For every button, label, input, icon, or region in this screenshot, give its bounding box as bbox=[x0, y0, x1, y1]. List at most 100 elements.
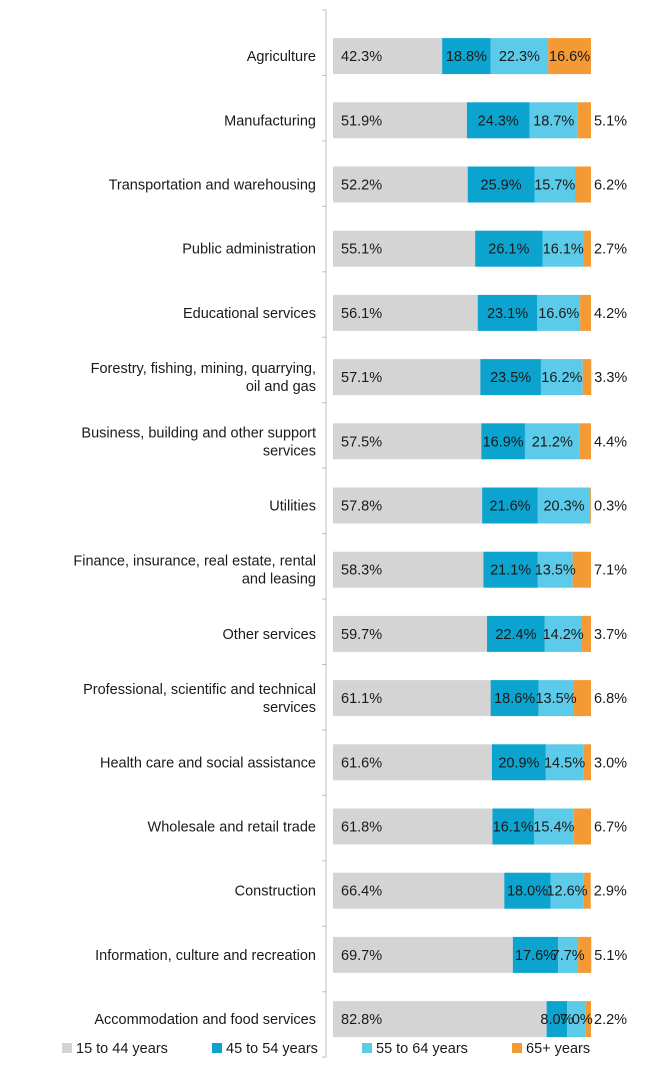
data-label: 20.9% bbox=[498, 755, 539, 771]
bar-segment-45-to-54-years bbox=[491, 744, 546, 781]
data-label: 18.7% bbox=[533, 113, 574, 129]
data-label: 18.8% bbox=[446, 49, 487, 65]
legend-label: 15 to 44 years bbox=[76, 1041, 168, 1057]
data-label: 14.5% bbox=[544, 755, 585, 771]
category-label: Manufacturing bbox=[224, 113, 316, 129]
data-label: 16.6% bbox=[538, 306, 579, 322]
data-label: 3.7% bbox=[594, 627, 627, 643]
category-label: Construction bbox=[235, 884, 316, 900]
data-label: 51.9% bbox=[341, 113, 382, 129]
data-label: 61.1% bbox=[341, 691, 382, 707]
data-label: 17.6% bbox=[515, 948, 556, 964]
data-label: 21.6% bbox=[489, 499, 530, 515]
bar-segment-45-to-54-years bbox=[477, 294, 538, 331]
bar-segment-45-to-54-years bbox=[475, 230, 543, 267]
bar-segment-55-to-64-years bbox=[545, 744, 584, 781]
data-label: 7.1% bbox=[594, 563, 627, 579]
data-label: 5.1% bbox=[594, 948, 627, 964]
data-label: 61.8% bbox=[341, 820, 382, 836]
bar-segment-65-years bbox=[573, 680, 591, 717]
bar-segment-65-years bbox=[590, 487, 591, 524]
bar-segment-65-years bbox=[572, 551, 591, 588]
data-label: 13.5% bbox=[535, 563, 576, 579]
bar-segment-45-to-54-years bbox=[467, 166, 535, 203]
data-label: 18.6% bbox=[494, 691, 535, 707]
data-label: 2.2% bbox=[594, 1012, 627, 1028]
data-label: 56.1% bbox=[341, 306, 382, 322]
bar-segment-55-to-64-years bbox=[558, 936, 579, 973]
data-label: 7.7% bbox=[552, 948, 585, 964]
bar-segment-45-to-54-years bbox=[512, 936, 559, 973]
legend-swatch bbox=[212, 1043, 222, 1053]
data-label: 22.4% bbox=[495, 627, 536, 643]
legend-swatch bbox=[362, 1043, 372, 1053]
bar-segment-15-to-44-years bbox=[333, 230, 476, 267]
data-label: 6.7% bbox=[594, 820, 627, 836]
bar-segment-55-to-64-years bbox=[537, 487, 591, 524]
data-label: 55.1% bbox=[341, 242, 382, 258]
bar-segment-55-to-64-years bbox=[524, 423, 580, 460]
bar-segment-65-years bbox=[578, 936, 592, 973]
bar-segment-15-to-44-years bbox=[333, 680, 491, 717]
bar-segment-65-years bbox=[579, 423, 591, 460]
category-label: Other services bbox=[223, 627, 316, 643]
data-label: 18.0% bbox=[507, 884, 548, 900]
bar-segment-55-to-64-years bbox=[534, 166, 576, 203]
category-label: Information, culture and recreation bbox=[95, 948, 316, 964]
data-label: 4.4% bbox=[594, 434, 627, 450]
data-labels: 42.3% 18.8% 22.3% 16.6% 51.9% 24.3% 18.7% 5.1% 5… bbox=[341, 49, 627, 1028]
bar-segment-65-years bbox=[583, 872, 591, 909]
data-label: 5.1% bbox=[594, 113, 627, 129]
data-label: 4.2% bbox=[594, 306, 627, 322]
category-label: Utilities bbox=[269, 499, 316, 515]
data-label: 61.6% bbox=[341, 755, 382, 771]
bar-segment-65-years bbox=[581, 615, 591, 652]
data-label: 82.8% bbox=[341, 1012, 382, 1028]
bar-segment-45-to-54-years bbox=[487, 615, 545, 652]
data-label: 21.2% bbox=[532, 434, 573, 450]
data-label: 6.8% bbox=[594, 691, 627, 707]
bar-segment-45-to-54-years bbox=[480, 359, 541, 396]
bar-segment-55-to-64-years bbox=[490, 38, 549, 75]
data-label: 0.3% bbox=[594, 499, 627, 515]
category-labels: Agriculture Manufacturing Transportation a… bbox=[73, 49, 316, 1028]
data-label: 6.2% bbox=[594, 178, 627, 194]
category-label: Agriculture bbox=[247, 49, 316, 65]
bar-segment-55-to-64-years bbox=[542, 230, 585, 267]
bar-segment-45-to-54-years bbox=[482, 487, 538, 524]
data-label: 20.3% bbox=[543, 499, 584, 515]
bar-segment-45-to-54-years bbox=[466, 102, 530, 139]
bar-segment-45-to-54-years bbox=[481, 423, 525, 460]
data-label: 16.1% bbox=[543, 242, 584, 258]
data-label: 52.2% bbox=[341, 178, 382, 194]
bar-segment-55-to-64-years bbox=[544, 615, 582, 652]
data-label: 22.3% bbox=[499, 49, 540, 65]
data-label: 25.9% bbox=[481, 178, 522, 194]
bar-segment-65-years bbox=[580, 294, 591, 331]
bar-segment-65-years bbox=[548, 38, 591, 75]
bar-segment-55-to-64-years bbox=[550, 872, 584, 909]
bar-segment-55-to-64-years bbox=[538, 680, 574, 717]
bar-segments bbox=[333, 38, 592, 1038]
data-label: 13.5% bbox=[535, 691, 576, 707]
bar-segment-45-to-54-years bbox=[546, 1001, 568, 1038]
category-label: Health care and social assistance bbox=[100, 755, 316, 771]
bar-segment-15-to-44-years bbox=[333, 38, 443, 75]
legend-label: 65+ years bbox=[526, 1041, 590, 1057]
bar-segment-15-to-44-years bbox=[333, 423, 482, 460]
bar-segment-45-to-54-years bbox=[442, 38, 491, 75]
bar-segment-65-years bbox=[582, 359, 592, 396]
legend-label: 55 to 64 years bbox=[376, 1041, 468, 1057]
category-label: Finance, insurance, real estate, rental a… bbox=[73, 554, 316, 588]
data-label: 23.5% bbox=[490, 370, 531, 386]
data-label: 8.0% bbox=[540, 1012, 573, 1028]
data-label: 16.6% bbox=[549, 49, 590, 65]
data-label: 42.3% bbox=[341, 49, 382, 65]
bar-segment-15-to-44-years bbox=[333, 872, 505, 909]
bar-segment-15-to-44-years bbox=[333, 744, 492, 781]
data-label: 21.1% bbox=[490, 563, 531, 579]
bar-segment-15-to-44-years bbox=[333, 294, 478, 331]
data-label: 59.7% bbox=[341, 627, 382, 643]
